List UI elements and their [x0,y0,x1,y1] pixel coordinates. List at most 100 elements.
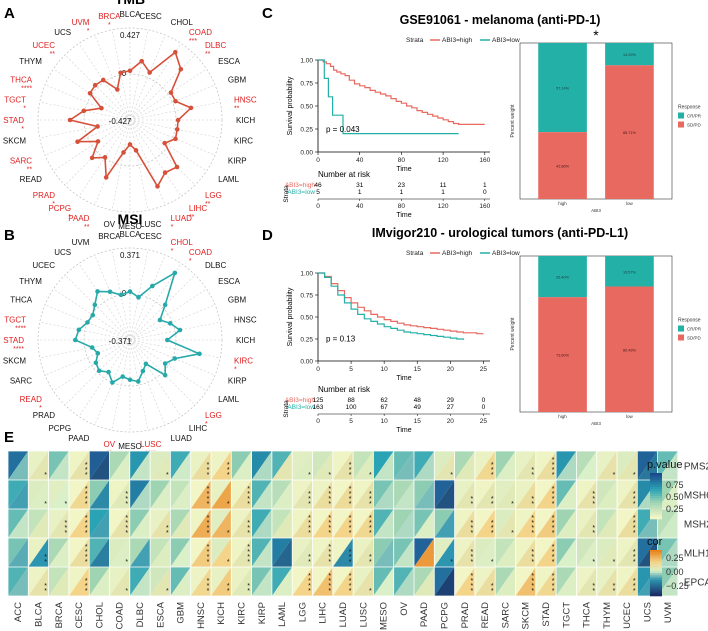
radar-point [175,117,181,123]
heatmap-significance-star: * [85,544,88,551]
pvalue-legend-gradient [650,502,662,506]
panel-label-e: E [4,429,14,446]
heatmap-significance-star: * [349,588,352,595]
heatmap-cell-cor [109,509,130,538]
radar-category-label: OV [104,440,116,449]
heatmap-significance-star: * [125,559,128,566]
km-risk-value: 1 [400,189,404,196]
heatmap-significance-star: * [308,583,311,590]
km-x-tick-label: 20 [447,366,455,373]
heatmap-significance-star: * [349,491,352,498]
heatmap-significance-star: * [328,583,331,590]
heatmap-cell-cor [596,451,617,480]
heatmap-x-label: UVM [663,602,674,623]
heatmap-cell-pvalue [596,538,617,567]
heatmap-significance-star: * [227,559,230,566]
heatmap-cell-pvalue [332,480,354,509]
heatmap-cell-cor [68,480,90,509]
radar-spoke [94,34,131,121]
radar-point [173,98,178,104]
heatmap-cell-pvalue [68,451,90,480]
heatmap-cell-cor [89,509,110,538]
heatmap-significance-star: * [552,573,555,580]
heatmap-cell-cor [353,480,374,509]
km-risk-row-label: ABI3=low [287,189,315,196]
heatmap-cell-pvalue [434,480,455,509]
heatmap-cell-pvalue [271,480,293,509]
heatmap-cell-cor [617,567,638,596]
km-risk-value: 1 [358,189,362,196]
heatmap-y-label: MSH2 [684,520,708,531]
radar-title: TMB [115,0,145,7]
cor-legend-tick: 0.25 [666,553,684,563]
heatmap-cell-pvalue [271,509,293,538]
correlation-heatmap: * * * * * * * * * * * * * * * * * * * * * * * * * * * * * * * * * * * * * * * *… [7,450,708,630]
radar-point [99,105,104,111]
km-x-tick-label: 15 [414,366,422,373]
radar-category-label: LGG [205,411,222,420]
heatmap-cell-pvalue [190,509,211,538]
radar-spoke [129,119,196,186]
heatmap-significance-star: * [552,515,555,522]
km-risk-title: Number at risk [318,385,371,394]
heatmap-significance-star: * [349,573,352,580]
heatmap-cell-cor [68,451,90,480]
heatmap-cell-cor [129,509,151,538]
heatmap-significance-star: * [44,583,47,590]
radar-category-label: COAD [189,28,212,37]
heatmap-significance-star: * [247,496,250,503]
radar-spoke [53,119,131,172]
heatmap-significance-star: * [227,462,230,469]
heatmap-y-label: MLH1 [684,549,708,560]
heatmap-significance-star: * [349,583,352,590]
radar-category-label: PAAD [68,214,89,223]
cor-legend-gradient [650,577,662,581]
radar-significance-label: **** [13,346,24,353]
heatmap-significance-star: * [85,486,88,493]
panel-label-c: C [262,5,273,22]
km-x-tick-label: 160 [479,157,490,164]
heatmap-significance-star: * [65,501,68,508]
km-y-tick-label: 0.75 [300,293,313,300]
heatmap-cell-cor [28,451,49,480]
heatmap-cell-pvalue [576,538,597,567]
radar-point [110,380,115,385]
km-risk-value: 67 [381,404,389,411]
heatmap-significance-star: * [491,530,494,537]
radar-point [93,360,99,366]
heatmap-significance-star: * [247,583,250,590]
heatmap-significance-star: * [44,588,47,595]
heatmap-x-label: KICH [216,602,227,625]
heatmap-cell-cor [414,451,435,480]
cor-legend-gradient [650,589,662,592]
pvalue-legend-gradient [650,473,662,476]
heatmap-y-label: MSH6 [684,491,708,502]
heatmap-cell-cor [474,509,496,538]
heatmap-cell-cor [150,509,171,538]
km-risk-tick-label: 160 [479,203,490,210]
heatmap-significance-star: * [207,544,210,551]
heatmap-significance-star: * [328,472,331,479]
heatmap-significance-star: * [349,486,352,493]
heatmap-cell-cor [8,509,29,538]
km-risk-strata-label: Strata [283,185,290,203]
heatmap-cell-cor [657,538,678,567]
radar-spoke [129,321,221,341]
radar-category-label: CESC [140,12,162,21]
radar-point [118,70,123,76]
heatmap-cell-cor [454,567,475,596]
km-y-tick-label: 0.25 [300,337,313,344]
heatmap-cell-cor [515,509,536,538]
bar-legend-swatch [678,121,684,128]
heatmap-significance-star: * [552,491,555,498]
heatmap-cell-pvalue [231,509,252,538]
heatmap-significance-star: * [633,472,636,479]
heatmap-cell-cor [312,538,333,567]
cor-legend-gradient [650,591,662,594]
heatmap-x-label: PRAD [460,602,471,629]
heatmap-significance-star: * [349,515,352,522]
radar-point [89,345,95,350]
radar-spoke [94,254,131,341]
heatmap-significance-star: * [633,491,636,498]
heatmap-significance-star: * [531,496,534,503]
